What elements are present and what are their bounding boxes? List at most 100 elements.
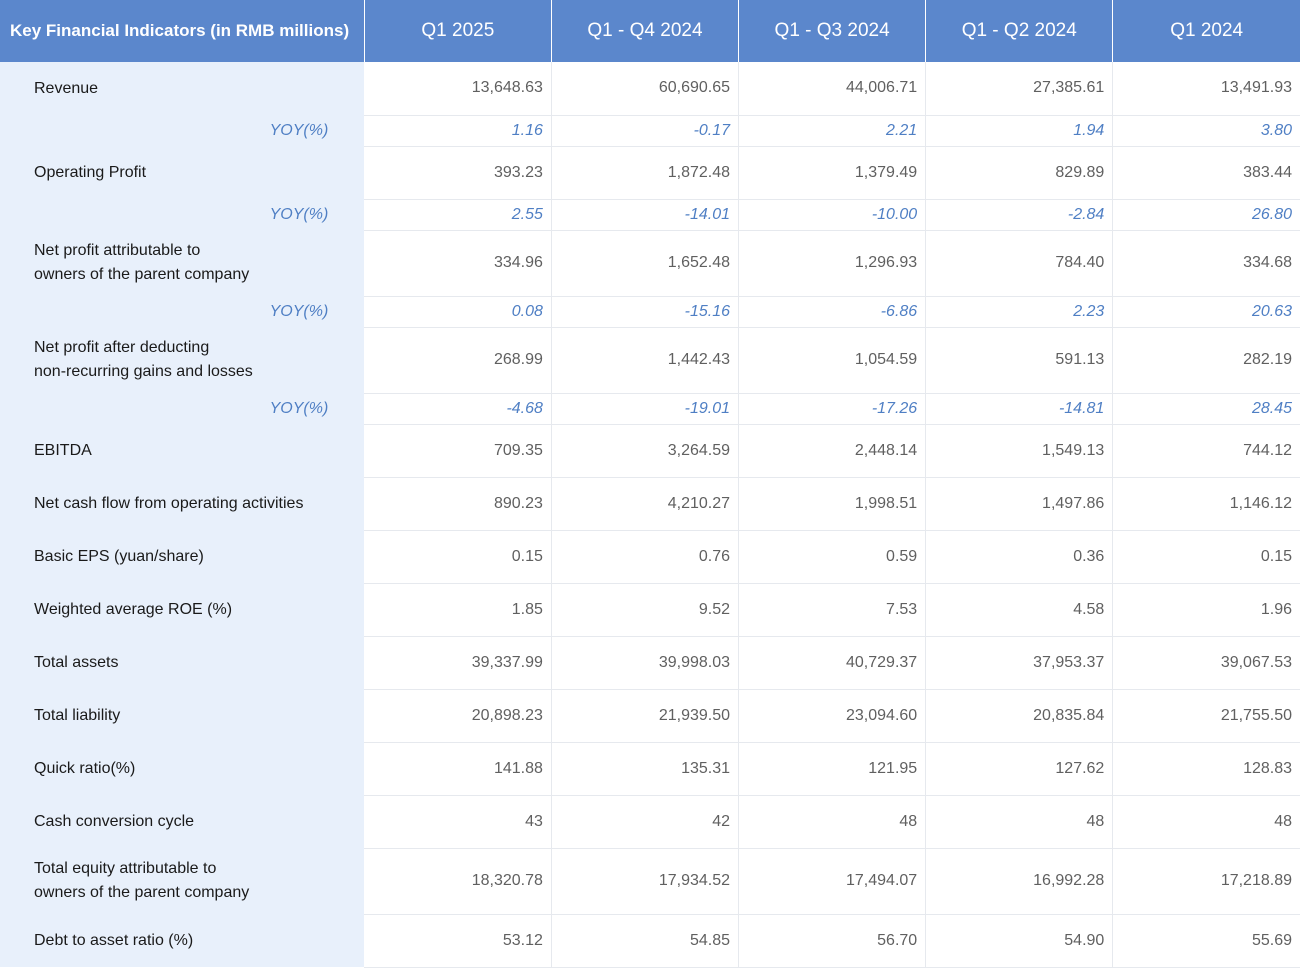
value-cell: -2.84 xyxy=(925,199,1114,231)
value-cell: 0.15 xyxy=(1112,530,1300,584)
value-cell: -15.16 xyxy=(551,296,740,328)
value-cell: 2.23 xyxy=(925,296,1114,328)
value-cell: 383.44 xyxy=(1112,146,1300,200)
value-cell: 37,953.37 xyxy=(925,636,1114,690)
value-cell: 744.12 xyxy=(1112,424,1300,478)
yoy-label: YOY(%) xyxy=(0,199,365,230)
header-period: Q1 2024 xyxy=(1112,0,1300,62)
value-cell: 54.90 xyxy=(925,914,1114,968)
value-cell: 1.85 xyxy=(364,583,552,637)
indicator-label-text-line2: owners of the parent company xyxy=(34,266,250,283)
indicator-label-text: Debt to asset ratio (%) xyxy=(34,931,194,949)
value-cell: 1,872.48 xyxy=(551,146,740,200)
value-cell: 39,337.99 xyxy=(364,636,552,690)
value-cell: 40,729.37 xyxy=(738,636,927,690)
value-cell: 709.35 xyxy=(364,424,552,478)
value-cell: 0.08 xyxy=(364,296,552,328)
indicator-row: Debt to asset ratio (%) 53.12 54.85 56.70 54… xyxy=(0,914,1300,968)
value-cell: 16,992.28 xyxy=(925,848,1114,915)
value-cell: -10.00 xyxy=(738,199,927,231)
value-cell: 43 xyxy=(364,795,552,849)
indicator-row: Total liability 20,898.23 21,939.50 23,094.… xyxy=(0,689,1300,743)
value-cell: 39,998.03 xyxy=(551,636,740,690)
indicator-label: Total equity attributable to owners of th… xyxy=(0,848,365,914)
value-cell: 0.36 xyxy=(925,530,1114,584)
value-cell: 1.96 xyxy=(1112,583,1300,637)
value-cell: 141.88 xyxy=(364,742,552,796)
value-cell: 44,006.71 xyxy=(738,62,927,116)
header-period: Q1 - Q2 2024 xyxy=(925,0,1114,62)
value-cell: 56.70 xyxy=(738,914,927,968)
indicator-label-text: Net cash flow from operating activities xyxy=(34,494,304,512)
yoy-row: YOY(%) 1.16 -0.17 2.21 1.94 3.80 xyxy=(0,115,1300,147)
value-cell: 39,067.53 xyxy=(1112,636,1300,690)
value-cell: 13,491.93 xyxy=(1112,62,1300,116)
indicator-label-text: YOY(%) xyxy=(269,302,329,320)
table-body: Revenue 13,648.63 60,690.65 44,006.71 27,385… xyxy=(0,62,1300,968)
value-cell: 890.23 xyxy=(364,477,552,531)
value-cell: 4,210.27 xyxy=(551,477,740,531)
value-cell: 268.99 xyxy=(364,327,552,394)
indicator-row: EBITDA 709.35 3,264.59 2,448.14 1,549.13 744.… xyxy=(0,424,1300,478)
value-cell: 23,094.60 xyxy=(738,689,927,743)
value-cell: 4.58 xyxy=(925,583,1114,637)
header-period: Q1 - Q4 2024 xyxy=(551,0,740,62)
indicator-row: Net cash flow from operating activities 8… xyxy=(0,477,1300,531)
value-cell: 3,264.59 xyxy=(551,424,740,478)
yoy-label: YOY(%) xyxy=(0,115,365,146)
indicator-label-text: Basic EPS (yuan/share) xyxy=(34,547,204,565)
value-cell: 829.89 xyxy=(925,146,1114,200)
value-cell: 60,690.65 xyxy=(551,62,740,116)
value-cell: 21,755.50 xyxy=(1112,689,1300,743)
value-cell: 121.95 xyxy=(738,742,927,796)
value-cell: 1,549.13 xyxy=(925,424,1114,478)
value-cell: 42 xyxy=(551,795,740,849)
header-row: Key Financial Indicators (in RMB million… xyxy=(0,0,1300,62)
value-cell: 7.53 xyxy=(738,583,927,637)
indicator-label-text-line2: non-recurring gains and losses xyxy=(34,363,253,380)
value-cell: 1,652.48 xyxy=(551,230,740,297)
yoy-label: YOY(%) xyxy=(0,296,365,327)
value-cell: 1.94 xyxy=(925,115,1114,147)
indicator-label: EBITDA xyxy=(0,424,365,477)
value-cell: 28.45 xyxy=(1112,393,1300,425)
value-cell: 17,934.52 xyxy=(551,848,740,915)
yoy-row: YOY(%) -4.68 -19.01 -17.26 -14.81 28.45 xyxy=(0,393,1300,425)
value-cell: 48 xyxy=(1112,795,1300,849)
indicator-row: Quick ratio(%) 141.88 135.31 121.95 127.62 12… xyxy=(0,742,1300,796)
indicator-label-text: Revenue xyxy=(34,79,99,97)
indicator-row: Revenue 13,648.63 60,690.65 44,006.71 27,385… xyxy=(0,62,1300,116)
indicator-row: Basic EPS (yuan/share) 0.15 0.76 0.59 0.36 0.… xyxy=(0,530,1300,584)
header-period: Q1 - Q3 2024 xyxy=(738,0,927,62)
value-cell: 17,218.89 xyxy=(1112,848,1300,915)
indicator-row: Total assets 39,337.99 39,998.03 40,729.37 3… xyxy=(0,636,1300,690)
value-cell: 393.23 xyxy=(364,146,552,200)
value-cell: 0.76 xyxy=(551,530,740,584)
header-indicator-label: Key Financial Indicators (in RMB million… xyxy=(0,0,365,62)
indicator-label-text: YOY(%) xyxy=(269,399,329,417)
value-cell: 0.59 xyxy=(738,530,927,584)
indicator-label: Net cash flow from operating activities xyxy=(0,477,365,530)
value-cell: 18,320.78 xyxy=(364,848,552,915)
indicator-label-text: Quick ratio(%) xyxy=(34,759,136,777)
indicator-label-text: Net profit attributable to xyxy=(34,242,201,259)
value-cell: 48 xyxy=(738,795,927,849)
value-cell: 48 xyxy=(925,795,1114,849)
indicator-row: Net profit after deducting non-recurring … xyxy=(0,327,1300,394)
value-cell: 20,898.23 xyxy=(364,689,552,743)
indicator-label-text: Total equity attributable to xyxy=(34,860,217,877)
indicator-row: Net profit attributable to owners of the … xyxy=(0,230,1300,297)
indicator-label-text: Net profit after deducting xyxy=(34,339,210,356)
yoy-row: YOY(%) 0.08 -15.16 -6.86 2.23 20.63 xyxy=(0,296,1300,328)
indicator-label: Debt to asset ratio (%) xyxy=(0,914,365,967)
value-cell: 1.16 xyxy=(364,115,552,147)
indicator-label-text: YOY(%) xyxy=(269,205,329,223)
indicator-label: Net profit attributable to owners of the … xyxy=(0,230,365,296)
value-cell: 2.21 xyxy=(738,115,927,147)
value-cell: -4.68 xyxy=(364,393,552,425)
value-cell: 282.19 xyxy=(1112,327,1300,394)
indicator-label: Revenue xyxy=(0,62,365,115)
value-cell: 21,939.50 xyxy=(551,689,740,743)
value-cell: 1,146.12 xyxy=(1112,477,1300,531)
